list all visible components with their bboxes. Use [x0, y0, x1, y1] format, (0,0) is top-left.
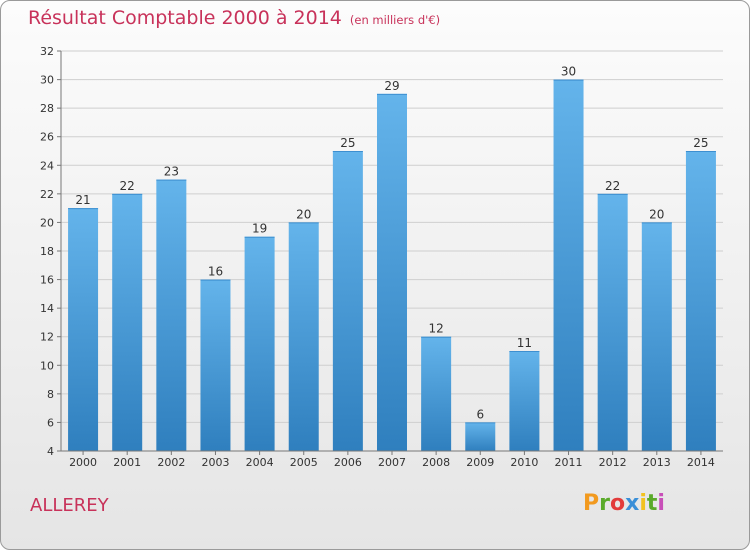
value-label: 19 — [252, 222, 267, 236]
y-tick-label: 22 — [40, 188, 54, 201]
x-tick-label: 2008 — [422, 456, 450, 469]
y-tick-label: 24 — [40, 159, 54, 172]
value-label: 21 — [75, 193, 90, 207]
chart-title-text: Résultat Comptable 2000 à 2014 — [28, 7, 342, 29]
bar-2012 — [597, 193, 628, 451]
y-tick-label: 14 — [40, 302, 54, 315]
y-tick-label: 6 — [47, 416, 54, 429]
y-tick-label: 32 — [40, 45, 54, 58]
x-tick-label: 2007 — [378, 456, 406, 469]
bar-2003 — [200, 279, 231, 451]
logo-letter: r — [599, 491, 610, 516]
bar-2000 — [68, 208, 99, 451]
bar-2005 — [288, 222, 319, 451]
x-tick-label: 2012 — [599, 456, 627, 469]
x-axis-ticks: 2000 2001 2002 2003 2004 2005 2006 2007 2008 2009… — [69, 451, 715, 469]
value-label: 20 — [296, 207, 311, 221]
y-axis-ticks: 4 6 8 10 12 14 16 18 20 22 24 26 28 30 32 — [40, 45, 61, 458]
place-name: ALLEREY — [30, 495, 109, 516]
y-tick-label: 4 — [47, 445, 54, 458]
value-label: 22 — [605, 179, 620, 193]
bar-2014 — [685, 151, 716, 451]
proxiti-logo: Proxiti — [583, 491, 665, 516]
x-tick-label: 2011 — [555, 456, 583, 469]
value-label: 20 — [649, 207, 664, 221]
x-tick-label: 2004 — [246, 456, 274, 469]
value-label: 16 — [208, 265, 223, 279]
bar-2011 — [553, 79, 584, 452]
bar-2013 — [641, 222, 672, 451]
value-label: 25 — [693, 136, 708, 150]
logo-letter: i — [657, 491, 665, 516]
logo-letter: x — [625, 491, 640, 516]
value-label: 6 — [476, 407, 484, 421]
bar-2009 — [465, 422, 496, 451]
value-label: 29 — [384, 79, 399, 93]
x-tick-label: 2003 — [201, 456, 229, 469]
x-tick-label: 2013 — [643, 456, 671, 469]
logo-letter: o — [609, 491, 626, 516]
chart-unit-note: (en milliers d'€) — [349, 13, 441, 27]
x-tick-label: 2009 — [466, 456, 494, 469]
value-label: 25 — [340, 136, 355, 150]
value-label: 12 — [428, 322, 443, 336]
x-tick-label: 2001 — [113, 456, 141, 469]
bar-2010 — [509, 351, 540, 451]
bar-2002 — [156, 179, 187, 452]
bar-2004 — [244, 236, 275, 451]
logo-letter: t — [646, 491, 658, 516]
x-tick-label: 2014 — [687, 456, 715, 469]
value-label: 30 — [561, 65, 576, 79]
y-tick-label: 26 — [40, 131, 54, 144]
logo-letter: P — [583, 491, 600, 516]
logo-letter: i — [639, 491, 647, 516]
value-label: 22 — [120, 179, 135, 193]
x-tick-label: 2005 — [290, 456, 318, 469]
x-tick-label: 2002 — [157, 456, 185, 469]
bar-2006 — [332, 151, 363, 451]
bar-2001 — [112, 193, 143, 451]
value-labels: 21 22 23 16 19 20 25 29 12 6 11 30 22 20 25 — [75, 65, 708, 422]
value-label: 11 — [517, 336, 532, 350]
bars — [68, 79, 716, 452]
y-tick-label: 8 — [47, 388, 54, 401]
value-label: 23 — [164, 165, 179, 179]
x-tick-label: 2010 — [510, 456, 538, 469]
x-tick-label: 2006 — [334, 456, 362, 469]
y-tick-label: 28 — [40, 102, 54, 115]
bar-2008 — [421, 336, 452, 451]
bar-2007 — [377, 93, 407, 451]
y-tick-label: 20 — [40, 216, 54, 229]
y-tick-label: 30 — [40, 74, 54, 87]
y-tick-label: 18 — [40, 245, 54, 258]
y-tick-label: 12 — [40, 331, 54, 344]
y-tick-label: 16 — [40, 274, 54, 287]
y-tick-label: 10 — [40, 359, 54, 372]
x-tick-label: 2000 — [69, 456, 97, 469]
chart-title: Résultat Comptable 2000 à 2014 (en millie… — [28, 7, 440, 29]
